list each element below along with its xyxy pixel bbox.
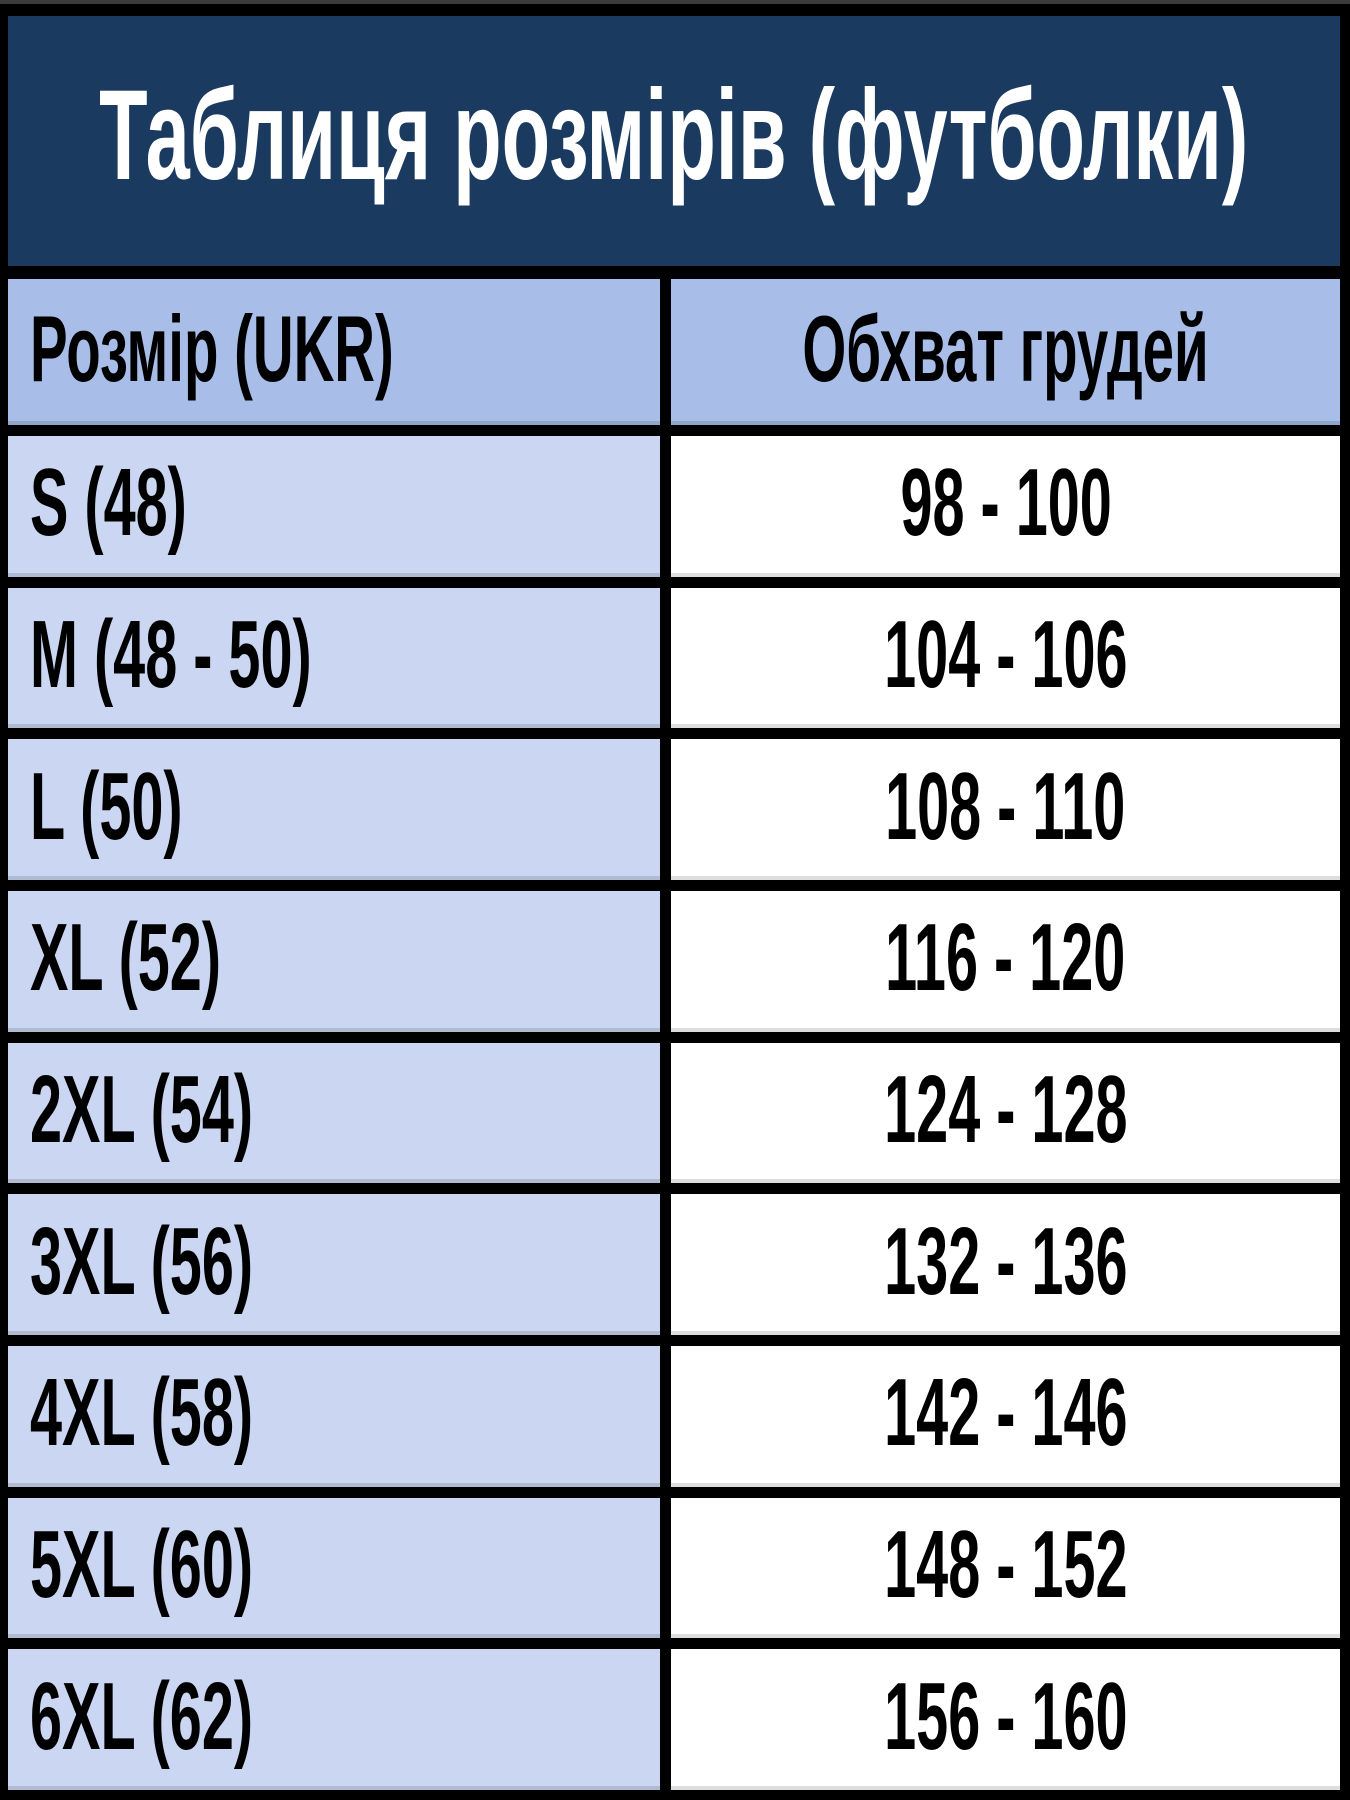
table-row: 6XL (62) 156 - 160 [8, 1638, 1340, 1791]
size-label: 4XL (58) [30, 1359, 254, 1467]
chart-title-banner: Таблиця розмірів (футболки) [8, 16, 1340, 266]
table-row: 4XL (58) 142 - 146 [8, 1335, 1340, 1487]
size-label: 6XL (62) [30, 1662, 254, 1770]
table-row: 3XL (56) 132 - 136 [8, 1183, 1340, 1336]
size-cell: L (50) [8, 739, 672, 881]
table-row: L (50) 108 - 110 [8, 728, 1340, 881]
size-label: L (50) [30, 752, 183, 860]
size-label: 3XL (56) [30, 1207, 254, 1315]
size-cell: S (48) [8, 436, 672, 577]
chart-title: Таблиця розмірів (футболки) [99, 64, 1249, 207]
chest-value: 116 - 120 [885, 904, 1126, 1012]
size-cell: 6XL (62) [8, 1649, 672, 1791]
size-label: 2XL (54) [30, 1056, 254, 1164]
chest-value: 132 - 136 [883, 1207, 1128, 1315]
table-row: S (48) 98 - 100 [8, 425, 1340, 577]
chest-value: 142 - 146 [883, 1359, 1128, 1467]
size-cell: XL (52) [8, 891, 672, 1032]
table-row: 2XL (54) 124 - 128 [8, 1031, 1340, 1184]
table-row: 5XL (60) 148 - 152 [8, 1486, 1340, 1639]
chest-cell: 98 - 100 [671, 436, 1340, 577]
chest-value: 124 - 128 [883, 1056, 1128, 1164]
chest-cell: 108 - 110 [671, 739, 1340, 881]
size-cell: M (48 - 50) [8, 587, 672, 729]
size-label: S (48) [30, 449, 187, 557]
chest-column-header-cell: Обхват грудей [671, 279, 1340, 425]
chest-cell: 104 - 106 [671, 587, 1340, 729]
chest-cell: 132 - 136 [671, 1194, 1340, 1336]
chest-column-header: Обхват грудей [802, 296, 1209, 401]
size-column-header-cell: Розмір (UKR) [8, 279, 672, 425]
size-label: 5XL (60) [30, 1511, 254, 1619]
table-row: M (48 - 50) 104 - 106 [8, 576, 1340, 729]
chest-cell: 148 - 152 [671, 1497, 1340, 1639]
chest-value: 108 - 110 [885, 752, 1126, 860]
chest-cell: 142 - 146 [671, 1346, 1340, 1487]
size-label: M (48 - 50) [30, 601, 312, 708]
size-cell: 4XL (58) [8, 1346, 672, 1487]
chest-value: 156 - 160 [883, 1662, 1128, 1770]
chest-value: 98 - 100 [899, 449, 1112, 557]
size-cell: 5XL (60) [8, 1497, 672, 1639]
chest-cell: 156 - 160 [671, 1649, 1340, 1791]
size-column-header: Розмір (UKR) [30, 296, 394, 401]
table-row: XL (52) 116 - 120 [8, 880, 1340, 1032]
size-table: Розмір (UKR) Обхват грудей S (48) 98 - 10… [8, 266, 1340, 1791]
chest-value: 148 - 152 [883, 1511, 1128, 1619]
chest-cell: 116 - 120 [671, 891, 1340, 1032]
chest-value: 104 - 106 [883, 601, 1128, 708]
size-cell: 3XL (56) [8, 1194, 672, 1336]
size-cell: 2XL (54) [8, 1042, 672, 1184]
chest-cell: 124 - 128 [671, 1042, 1340, 1184]
size-label: XL (52) [30, 904, 221, 1012]
table-header-row: Розмір (UKR) Обхват грудей [8, 266, 1340, 425]
